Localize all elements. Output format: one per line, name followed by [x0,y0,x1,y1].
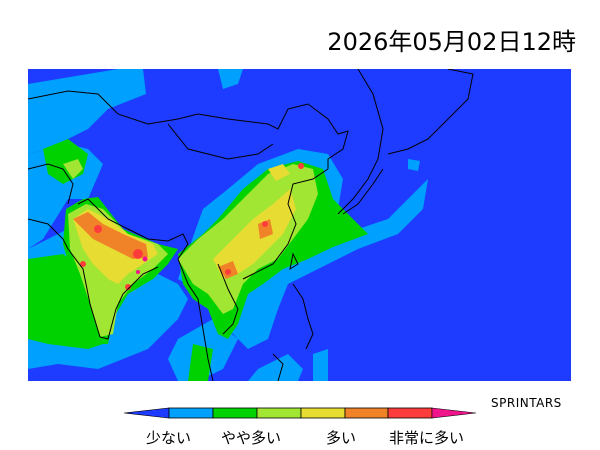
legend-label-very-high: 非常に多い [389,429,465,447]
level-magenta [136,256,148,274]
legend-segment-orange [344,407,389,419]
legend-segment-green [212,407,258,419]
forecast-datetime-title: 2026年05月02日12時 [327,28,576,56]
legend-segment-red [387,407,433,419]
legend-segment-light-blue [168,407,214,419]
level-red [80,163,304,290]
color-scale-legend [124,407,476,419]
legend-label-high: 多い [326,429,357,447]
aerosol-map [28,69,571,381]
coastlines-borders [28,69,474,381]
legend-segment-yellow-green [256,407,302,419]
legend-label-somewhat-high: やや多い [221,429,282,447]
legend-segment-yellow [300,407,346,419]
legend-label-low: 少ない [146,429,192,447]
legend-arrow-low [124,407,170,419]
legend-arrow-high [431,407,476,419]
sprintars-credit: SPRINTARS [491,396,562,410]
